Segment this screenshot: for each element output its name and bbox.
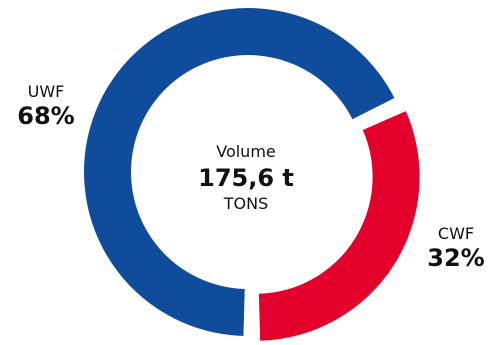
donut-center-label: Volume 175,6 t TONS xyxy=(176,144,316,212)
slice-label-uwf: UWF 68% xyxy=(6,82,86,130)
slice-percent-uwf: 68% xyxy=(17,102,75,130)
center-unit: TONS xyxy=(223,194,269,213)
slice-percent-cwf: 32% xyxy=(427,244,485,272)
slice-name-uwf: UWF xyxy=(27,82,65,101)
slice-cwf xyxy=(258,111,420,341)
slice-label-cwf: CWF 32% xyxy=(418,224,494,272)
center-title: Volume xyxy=(216,142,276,161)
slice-name-cwf: CWF xyxy=(437,224,475,243)
slice-uwf xyxy=(83,7,395,336)
center-value: 175,6 t xyxy=(198,164,294,192)
